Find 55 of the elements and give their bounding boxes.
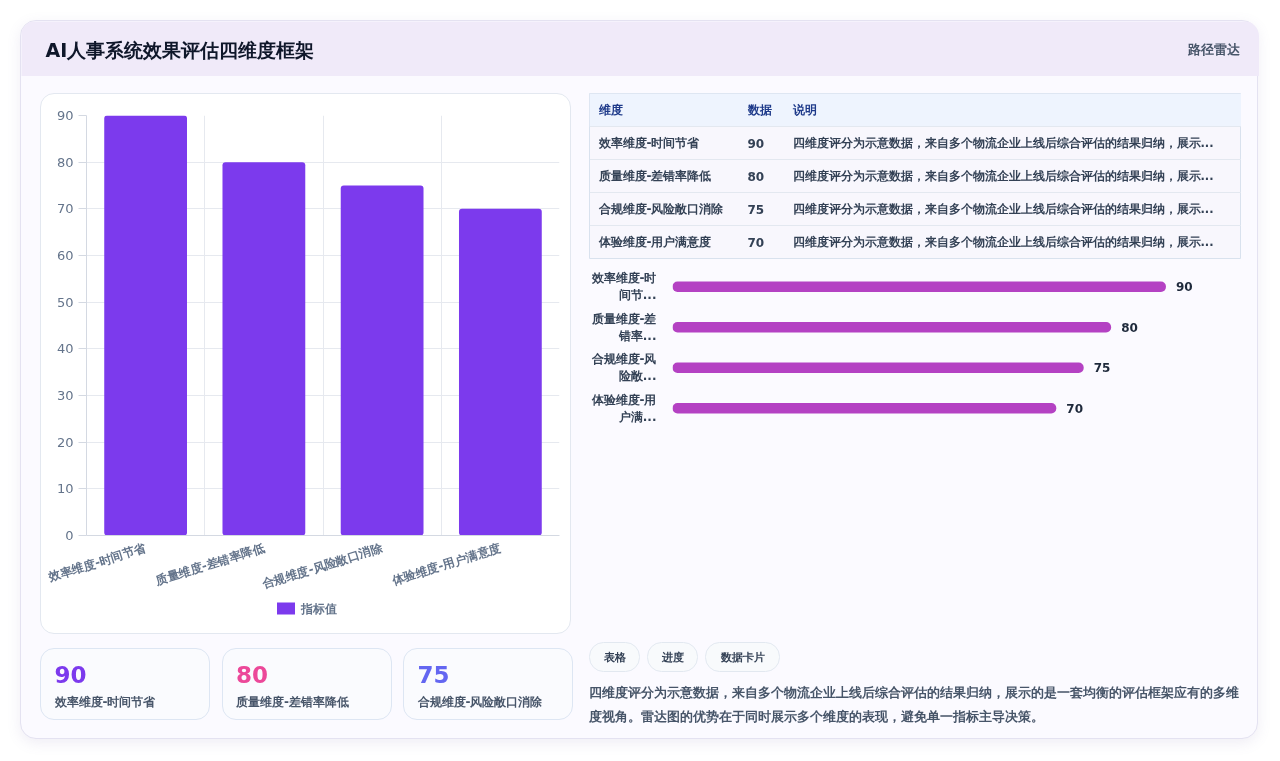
bar — [222, 162, 306, 536]
text: 表格 — [602, 650, 627, 664]
text: 四维度评分为示意数据，来自多个物流企业上线后综合评估的结果归纳，展示的是一套均衡的评估框架应有的多维度视角。雷达图的优势在于同时展示多个维度的表现，避免单一指标主导决策。 — [587, 684, 1239, 724]
y-tick-label: 30 — [56, 388, 74, 403]
data-label: 80 — [236, 662, 269, 688]
bar — [672, 402, 1057, 414]
y-tick-label: 90 — [56, 108, 74, 123]
text: 四维度评分为示意数据，来自多个物流企业上线后综合评估的结果归纳，展示... — [792, 235, 1214, 249]
y-tick-label: 体验维度-用户满... — [590, 392, 657, 424]
y-tick-label: 合规维度-风险敞... — [590, 352, 657, 384]
y-tick-label: 50 — [56, 294, 74, 310]
category-label: 体验维度-用户满意度 — [597, 235, 712, 249]
y-tick-label: 质量维度-差错率... — [590, 311, 657, 343]
bar — [458, 208, 542, 536]
legend-label: 指标值 — [300, 601, 337, 616]
category-label: 合规维度-风险敞口消除 — [597, 202, 725, 216]
x-tick-label: 体验维度-用户满意度 — [389, 540, 503, 588]
data-label: 90 — [1175, 280, 1193, 295]
y-tick-label: 70 — [56, 201, 74, 217]
bar — [340, 185, 424, 536]
bar — [104, 115, 188, 536]
category-label: 合规维度-风险敞口消除 — [416, 694, 544, 709]
bar — [672, 321, 1112, 333]
bar — [672, 362, 1084, 374]
data-label: 80 — [747, 169, 765, 184]
text: 维度 — [597, 103, 623, 117]
data-label: 80 — [1121, 320, 1138, 335]
y-tick-label: 10 — [56, 481, 74, 497]
text: 进度 — [660, 650, 684, 664]
y-tick-label: 40 — [56, 341, 74, 357]
text: 数据卡片 — [719, 650, 765, 664]
x-tick-label: 效率维度-时间节省 — [46, 540, 149, 585]
data-label: 90 — [747, 136, 765, 151]
bar — [672, 281, 1166, 293]
y-tick-label: 效率维度-时间节... — [590, 271, 657, 303]
data-label: 75 — [747, 202, 765, 217]
data-label: 70 — [747, 235, 765, 250]
text: 四维度评分为示意数据，来自多个物流企业上线后综合评估的结果归纳，展示... — [792, 169, 1214, 183]
category-label: 效率维度-时间节省 — [597, 136, 701, 150]
category-label: 效率维度-时间节省 — [53, 694, 157, 709]
y-tick-label: 80 — [56, 154, 74, 170]
data-label: 75 — [1093, 361, 1111, 376]
category-label: 质量维度-差错率降低 — [235, 694, 349, 709]
y-tick-label: 60 — [56, 248, 74, 263]
text: 路径雷达 — [1186, 42, 1241, 57]
text: 四维度评分为示意数据，来自多个物流企业上线后综合评估的结果归纳，展示... — [792, 136, 1214, 150]
category-label: 质量维度-差错率降低 — [597, 169, 712, 183]
text: AI人事系统效果评估四维度框架 — [45, 38, 315, 61]
text: 四维度评分为示意数据，来自多个物流企业上线后综合评估的结果归纳，展示... — [792, 202, 1214, 216]
text: 数据 — [746, 103, 772, 117]
text: 说明 — [791, 103, 817, 117]
data-label: 70 — [1066, 401, 1083, 416]
y-tick-label: 20 — [56, 434, 74, 450]
data-label: 75 — [417, 662, 450, 688]
y-tick-label: 0 — [65, 528, 74, 543]
